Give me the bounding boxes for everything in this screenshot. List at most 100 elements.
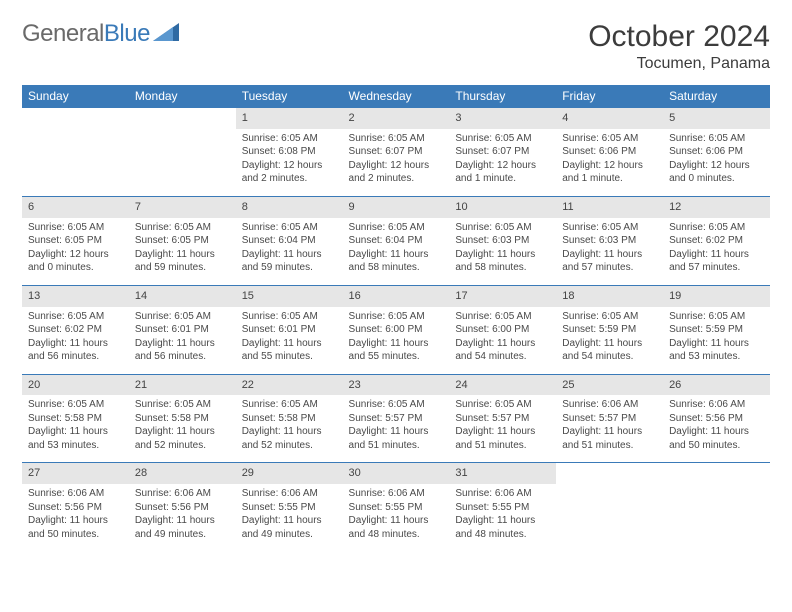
dow-mon: Monday (129, 85, 236, 108)
calendar-cell: 10Sunrise: 6:05 AMSunset: 6:03 PMDayligh… (449, 196, 556, 285)
sunset: Sunset: 5:56 PM (28, 501, 123, 515)
calendar-row: 27Sunrise: 6:06 AMSunset: 5:56 PMDayligh… (22, 463, 770, 551)
daylight: Daylight: 12 hours and 1 minute. (455, 159, 550, 186)
day-details: Sunrise: 6:05 AMSunset: 5:58 PMDaylight:… (236, 395, 343, 462)
calendar-cell: 17Sunrise: 6:05 AMSunset: 6:00 PMDayligh… (449, 285, 556, 374)
day-details: Sunrise: 6:05 AMSunset: 6:02 PMDaylight:… (22, 307, 129, 374)
sunset: Sunset: 6:07 PM (455, 145, 550, 159)
day-number: 31 (449, 463, 556, 484)
brand-general: General (22, 20, 104, 48)
calendar-cell: 11Sunrise: 6:05 AMSunset: 6:03 PMDayligh… (556, 196, 663, 285)
daylight: Daylight: 11 hours and 52 minutes. (242, 425, 337, 452)
daylight: Daylight: 11 hours and 48 minutes. (455, 514, 550, 541)
daylight: Daylight: 11 hours and 51 minutes. (349, 425, 444, 452)
day-details: Sunrise: 6:05 AMSunset: 6:03 PMDaylight:… (449, 218, 556, 285)
day-details: Sunrise: 6:05 AMSunset: 6:08 PMDaylight:… (236, 129, 343, 196)
day-details: Sunrise: 6:05 AMSunset: 6:04 PMDaylight:… (236, 218, 343, 285)
daylight: Daylight: 11 hours and 54 minutes. (562, 337, 657, 364)
day-number: 7 (129, 197, 236, 218)
calendar-cell: 15Sunrise: 6:05 AMSunset: 6:01 PMDayligh… (236, 285, 343, 374)
calendar-row: 20Sunrise: 6:05 AMSunset: 5:58 PMDayligh… (22, 374, 770, 463)
daylight: Daylight: 11 hours and 57 minutes. (562, 248, 657, 275)
calendar-cell: 12Sunrise: 6:05 AMSunset: 6:02 PMDayligh… (663, 196, 770, 285)
day-number: 29 (236, 463, 343, 484)
sunset: Sunset: 5:58 PM (135, 412, 230, 426)
day-details: Sunrise: 6:05 AMSunset: 6:04 PMDaylight:… (343, 218, 450, 285)
daylight: Daylight: 11 hours and 50 minutes. (28, 514, 123, 541)
day-number: 6 (22, 197, 129, 218)
calendar-cell: 16Sunrise: 6:05 AMSunset: 6:00 PMDayligh… (343, 285, 450, 374)
sunset: Sunset: 6:02 PM (669, 234, 764, 248)
day-details: Sunrise: 6:06 AMSunset: 5:55 PMDaylight:… (449, 484, 556, 551)
day-number: 24 (449, 375, 556, 396)
calendar-cell: 6Sunrise: 6:05 AMSunset: 6:05 PMDaylight… (22, 196, 129, 285)
sunrise: Sunrise: 6:05 AM (242, 310, 337, 324)
sunrise: Sunrise: 6:05 AM (242, 132, 337, 146)
daylight: Daylight: 11 hours and 55 minutes. (242, 337, 337, 364)
sunset: Sunset: 5:57 PM (562, 412, 657, 426)
sunrise: Sunrise: 6:06 AM (562, 398, 657, 412)
daylight: Daylight: 11 hours and 59 minutes. (242, 248, 337, 275)
daylight: Daylight: 11 hours and 55 minutes. (349, 337, 444, 364)
calendar-cell: 2Sunrise: 6:05 AMSunset: 6:07 PMDaylight… (343, 108, 450, 197)
day-details: Sunrise: 6:05 AMSunset: 5:59 PMDaylight:… (663, 307, 770, 374)
sunset: Sunset: 5:57 PM (455, 412, 550, 426)
sunset: Sunset: 5:58 PM (28, 412, 123, 426)
brand-blue: Blue (104, 20, 150, 48)
sunset: Sunset: 5:55 PM (349, 501, 444, 515)
sunset: Sunset: 5:58 PM (242, 412, 337, 426)
sunset: Sunset: 6:01 PM (135, 323, 230, 337)
calendar-cell: 24Sunrise: 6:05 AMSunset: 5:57 PMDayligh… (449, 374, 556, 463)
daylight: Daylight: 11 hours and 58 minutes. (349, 248, 444, 275)
sunrise: Sunrise: 6:06 AM (669, 398, 764, 412)
sunset: Sunset: 6:05 PM (135, 234, 230, 248)
day-number: 20 (22, 375, 129, 396)
day-number: 25 (556, 375, 663, 396)
day-details: Sunrise: 6:06 AMSunset: 5:56 PMDaylight:… (129, 484, 236, 551)
daylight: Daylight: 11 hours and 50 minutes. (669, 425, 764, 452)
calendar-row: 13Sunrise: 6:05 AMSunset: 6:02 PMDayligh… (22, 285, 770, 374)
sunset: Sunset: 5:56 PM (669, 412, 764, 426)
day-number: 4 (556, 108, 663, 129)
day-details: Sunrise: 6:06 AMSunset: 5:56 PMDaylight:… (22, 484, 129, 551)
dow-sat: Saturday (663, 85, 770, 108)
calendar-cell: 28Sunrise: 6:06 AMSunset: 5:56 PMDayligh… (129, 463, 236, 551)
calendar-cell: 5Sunrise: 6:05 AMSunset: 6:06 PMDaylight… (663, 108, 770, 197)
calendar-cell (663, 463, 770, 551)
sunset: Sunset: 5:55 PM (242, 501, 337, 515)
day-number: 30 (343, 463, 450, 484)
sunset: Sunset: 6:06 PM (562, 145, 657, 159)
daylight: Daylight: 11 hours and 48 minutes. (349, 514, 444, 541)
daylight: Daylight: 11 hours and 51 minutes. (562, 425, 657, 452)
calendar-cell: 22Sunrise: 6:05 AMSunset: 5:58 PMDayligh… (236, 374, 343, 463)
sunrise: Sunrise: 6:05 AM (669, 132, 764, 146)
dow-sun: Sunday (22, 85, 129, 108)
sunrise: Sunrise: 6:05 AM (455, 310, 550, 324)
daylight: Daylight: 11 hours and 58 minutes. (455, 248, 550, 275)
sunrise: Sunrise: 6:05 AM (135, 310, 230, 324)
calendar-row: 1Sunrise: 6:05 AMSunset: 6:08 PMDaylight… (22, 108, 770, 197)
sunrise: Sunrise: 6:05 AM (349, 132, 444, 146)
daylight: Daylight: 12 hours and 1 minute. (562, 159, 657, 186)
sunrise: Sunrise: 6:05 AM (349, 398, 444, 412)
day-number: 8 (236, 197, 343, 218)
sunset: Sunset: 6:05 PM (28, 234, 123, 248)
day-number: 21 (129, 375, 236, 396)
sunrise: Sunrise: 6:05 AM (242, 398, 337, 412)
location: Tocumen, Panama (588, 55, 770, 73)
day-number: 3 (449, 108, 556, 129)
day-details: Sunrise: 6:05 AMSunset: 5:57 PMDaylight:… (449, 395, 556, 462)
daylight: Daylight: 12 hours and 0 minutes. (669, 159, 764, 186)
sunset: Sunset: 6:08 PM (242, 145, 337, 159)
sunset: Sunset: 5:57 PM (349, 412, 444, 426)
day-number: 16 (343, 286, 450, 307)
sunset: Sunset: 5:56 PM (135, 501, 230, 515)
sunrise: Sunrise: 6:06 AM (28, 487, 123, 501)
calendar-cell: 8Sunrise: 6:05 AMSunset: 6:04 PMDaylight… (236, 196, 343, 285)
day-number: 28 (129, 463, 236, 484)
brand-logo: GeneralBlue (22, 20, 179, 48)
day-number: 9 (343, 197, 450, 218)
calendar-cell: 14Sunrise: 6:05 AMSunset: 6:01 PMDayligh… (129, 285, 236, 374)
day-details: Sunrise: 6:05 AMSunset: 5:57 PMDaylight:… (343, 395, 450, 462)
calendar-row: 6Sunrise: 6:05 AMSunset: 6:05 PMDaylight… (22, 196, 770, 285)
